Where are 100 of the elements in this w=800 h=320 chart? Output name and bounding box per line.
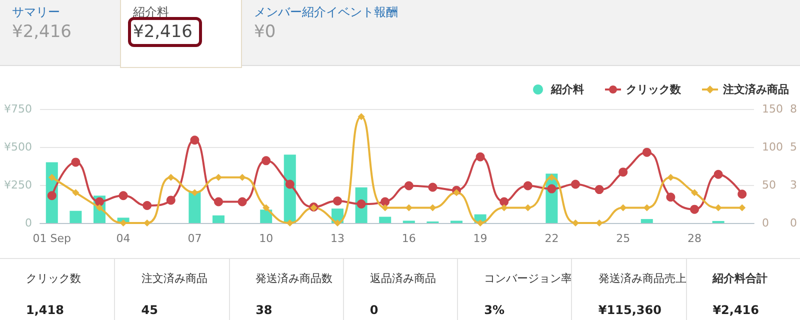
point — [214, 197, 223, 206]
point — [429, 204, 436, 212]
y-tick-label: ¥250 — [4, 178, 32, 192]
point — [333, 196, 342, 206]
text: ¥0 — [254, 22, 276, 42]
x-tick-label: 07 — [188, 232, 202, 245]
point — [144, 220, 151, 226]
point — [238, 174, 246, 181]
text: ¥115,360 — [598, 303, 662, 317]
text: 発送済み商品売上 — [598, 271, 686, 286]
point — [166, 196, 176, 205]
point — [738, 204, 746, 212]
x-tick-label: 10 — [259, 232, 274, 245]
point — [118, 191, 128, 200]
y3-tick-label: 0 — [790, 216, 797, 230]
y3-tick-label: 3 — [790, 178, 797, 192]
y2-tick-label: 0 — [762, 216, 769, 230]
point — [642, 148, 652, 157]
point — [524, 204, 532, 212]
text: ¥2,416 — [12, 22, 72, 42]
legend-label: 注文済み商品 — [722, 83, 789, 96]
point — [738, 190, 747, 199]
y2-tick-label: 50 — [762, 178, 776, 192]
point — [666, 192, 676, 202]
x-tick-label: 01 Sep — [32, 232, 72, 245]
y2-tick-label: 100 — [762, 140, 783, 154]
x-tick-label: 04 — [116, 232, 130, 245]
x-tick-label: 25 — [616, 232, 630, 245]
point — [47, 191, 56, 200]
point — [714, 204, 722, 212]
y-tick-label: 0 — [25, 216, 32, 230]
text: サマリー — [12, 4, 60, 21]
text: 1,418 — [26, 303, 64, 317]
point — [380, 197, 390, 206]
point — [596, 220, 603, 226]
point — [238, 197, 247, 206]
point — [404, 181, 414, 190]
point — [191, 189, 198, 196]
point — [476, 152, 485, 162]
bar — [70, 210, 82, 223]
point — [618, 168, 628, 177]
point — [48, 174, 56, 181]
point — [190, 136, 200, 145]
point — [285, 180, 294, 189]
point — [120, 220, 127, 226]
point — [167, 174, 174, 181]
point — [571, 180, 580, 189]
x-tick-label: 22 — [544, 232, 559, 245]
text: 3% — [484, 303, 505, 317]
text: 45 — [141, 303, 158, 317]
legend-label: 紹介料 — [550, 83, 584, 96]
point — [690, 204, 699, 214]
y-tick-label: ¥750 — [4, 102, 32, 116]
y2-tick-label: 150 — [762, 102, 783, 116]
point — [643, 204, 650, 212]
point — [476, 220, 484, 226]
bar — [188, 191, 201, 223]
point — [620, 204, 627, 212]
point — [572, 220, 579, 226]
y-tick-label: ¥500 — [4, 140, 32, 154]
point — [262, 204, 270, 212]
text: ¥2,416 — [712, 303, 760, 317]
y3-tick-label: 8 — [790, 102, 797, 116]
point — [382, 204, 389, 212]
point — [594, 185, 604, 194]
point — [262, 156, 271, 166]
bar — [379, 216, 392, 223]
text: 返品済み商品 — [370, 271, 436, 286]
point — [453, 189, 460, 196]
point — [405, 204, 412, 212]
text: 注文済み商品 — [141, 271, 208, 286]
x-tick-label: 19 — [473, 232, 488, 245]
point — [286, 220, 294, 226]
point — [547, 184, 556, 194]
point — [215, 174, 222, 181]
point — [358, 113, 365, 120]
text: 38 — [256, 303, 272, 317]
bar — [260, 210, 272, 223]
text: 発送済み商品数 — [256, 271, 333, 286]
x-tick-label: 28 — [688, 232, 702, 245]
point — [428, 182, 438, 192]
point — [95, 197, 104, 206]
text: 0 — [370, 303, 378, 317]
point — [500, 204, 508, 212]
x-tick-label: 16 — [402, 232, 416, 245]
x-tick-label: 13 — [330, 232, 344, 245]
text: メンバー紹介イベント報酬 — [254, 4, 398, 21]
point — [72, 189, 80, 196]
point — [500, 197, 509, 206]
point — [71, 158, 80, 167]
point — [667, 174, 674, 181]
point — [523, 181, 532, 190]
text: クリック数 — [26, 271, 81, 286]
legend-label: クリック数 — [626, 83, 682, 96]
text: 紹介料合計 — [712, 271, 768, 286]
bar — [640, 219, 653, 223]
point — [714, 170, 723, 179]
point — [691, 189, 698, 196]
bar — [212, 215, 224, 223]
text: コンバージョン率 — [484, 271, 572, 286]
